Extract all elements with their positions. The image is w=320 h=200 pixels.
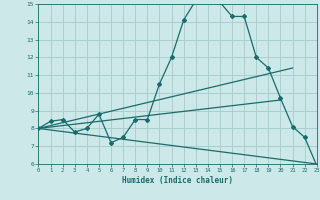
X-axis label: Humidex (Indice chaleur): Humidex (Indice chaleur) [122,176,233,185]
